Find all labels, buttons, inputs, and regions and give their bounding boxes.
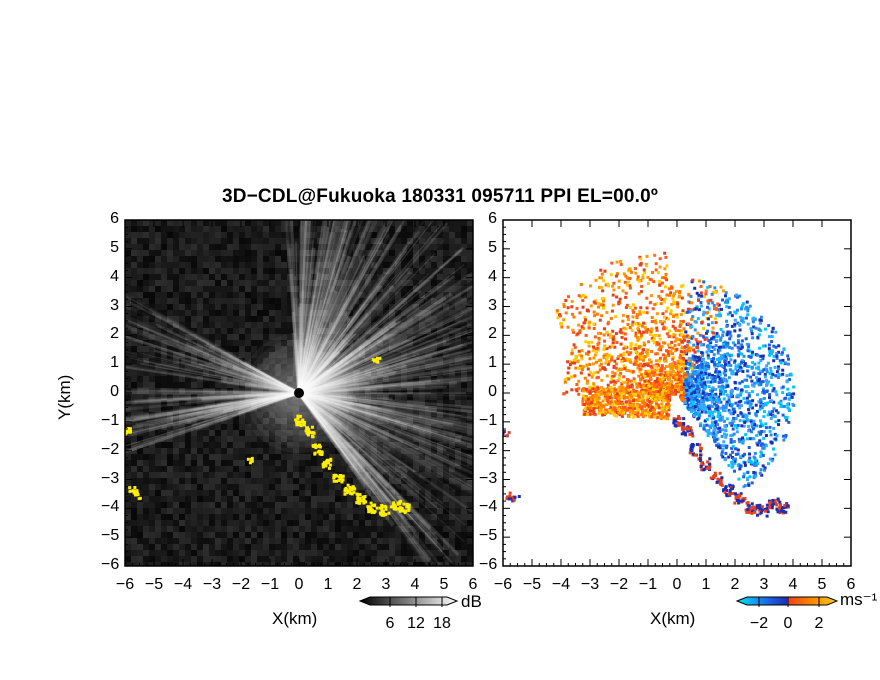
- y-tick-label: 1: [488, 354, 497, 372]
- velocity-data-layer: [503, 251, 796, 518]
- snr-x-axis-label: X(km): [272, 609, 318, 628]
- x-tick-label: −5: [522, 576, 542, 593]
- snr-noise-layer: [125, 220, 473, 566]
- y-tick-label: −2: [101, 440, 120, 458]
- velocity-colorbar-bar: [735, 596, 839, 606]
- y-tick-label: 2: [110, 325, 119, 343]
- x-tick-label: 2: [352, 576, 362, 593]
- velocity-panel: [502, 219, 852, 567]
- snr-colorbar-bar: [358, 596, 459, 606]
- velocity-colorbar-tick-label: 0: [783, 615, 793, 632]
- y-tick-label: 6: [488, 210, 497, 227]
- y-tick-label: −1: [479, 411, 498, 429]
- y-tick-label: −4: [101, 498, 120, 516]
- x-tick-label: −2: [609, 576, 629, 593]
- snr-colorbar-tick-label: 12: [407, 615, 425, 632]
- radar-site-marker-left: [294, 388, 304, 398]
- y-tick-label: 5: [110, 238, 119, 256]
- snr-axis-ticks: [124, 219, 474, 567]
- y-tick-label: 6: [110, 210, 119, 227]
- x-tick-label: 5: [439, 576, 449, 593]
- velocity-colorbar-unit: ms⁻¹: [840, 590, 878, 609]
- y-tick-label: 1: [110, 354, 119, 372]
- y-tick-label: 3: [110, 296, 119, 314]
- y-tick-label: 4: [488, 267, 497, 285]
- velocity-axis-ticks: [502, 219, 852, 567]
- x-tick-label: 1: [701, 576, 711, 593]
- x-tick-label: 0: [672, 576, 682, 593]
- velocity-x-axis-label: X(km): [650, 609, 696, 628]
- x-tick-label: 1: [323, 576, 333, 593]
- x-tick-label: −1: [260, 576, 280, 593]
- x-tick-label: 5: [817, 576, 827, 593]
- y-tick-label: −2: [479, 440, 498, 458]
- snr-colorbar: [358, 596, 459, 607]
- snr-colorbar-unit: dB: [461, 592, 482, 611]
- x-tick-label: −1: [638, 576, 658, 593]
- y-tick-label: −1: [101, 411, 120, 429]
- snr-highlight-layer: [125, 356, 411, 517]
- x-tick-label: 2: [730, 576, 740, 593]
- x-tick-label: −3: [202, 576, 222, 593]
- snr-ray-layer: [125, 220, 473, 566]
- x-tick-label: 4: [788, 576, 798, 593]
- snr-colorbar-tick-label: 6: [385, 615, 395, 632]
- y-tick-label: −5: [101, 527, 120, 545]
- x-tick-label: 0: [294, 576, 304, 593]
- x-tick-label: −3: [580, 576, 600, 593]
- x-tick-label: −6: [115, 576, 135, 593]
- x-tick-label: −4: [173, 576, 193, 593]
- y-tick-label: −4: [479, 498, 498, 516]
- y-tick-label: 0: [110, 383, 119, 400]
- snr-panel: [124, 219, 474, 567]
- x-tick-label: 3: [381, 576, 391, 593]
- y-tick-label: −5: [479, 527, 498, 545]
- y-tick-label: −3: [101, 469, 120, 487]
- y-tick-label: 4: [110, 267, 119, 285]
- x-tick-label: 6: [468, 576, 478, 593]
- x-tick-label: 4: [410, 576, 420, 593]
- snr-colorbar-tick-label: 18: [433, 615, 451, 632]
- velocity-colorbar-tick-label: 2: [814, 615, 824, 632]
- snr-y-axis-label: Y(km): [55, 374, 74, 420]
- x-tick-label: −6: [493, 576, 513, 593]
- y-tick-label: −6: [101, 556, 120, 573]
- y-tick-label: −3: [479, 469, 498, 487]
- velocity-colorbar-tick-label: −2: [749, 615, 769, 632]
- x-tick-label: −4: [551, 576, 571, 593]
- y-tick-label: 5: [488, 238, 497, 256]
- y-tick-label: 0: [488, 383, 497, 400]
- x-tick-label: 3: [759, 576, 769, 593]
- figure-title: 3D−CDL@Fukuoka 180331 095711 PPI EL=00.0…: [221, 186, 659, 207]
- y-tick-label: −6: [479, 556, 498, 573]
- velocity-colorbar: [735, 596, 839, 607]
- x-tick-label: 6: [846, 576, 856, 593]
- x-tick-label: −5: [144, 576, 164, 593]
- x-tick-label: −2: [231, 576, 251, 593]
- y-tick-label: 2: [488, 325, 497, 343]
- y-tick-label: 3: [488, 296, 497, 314]
